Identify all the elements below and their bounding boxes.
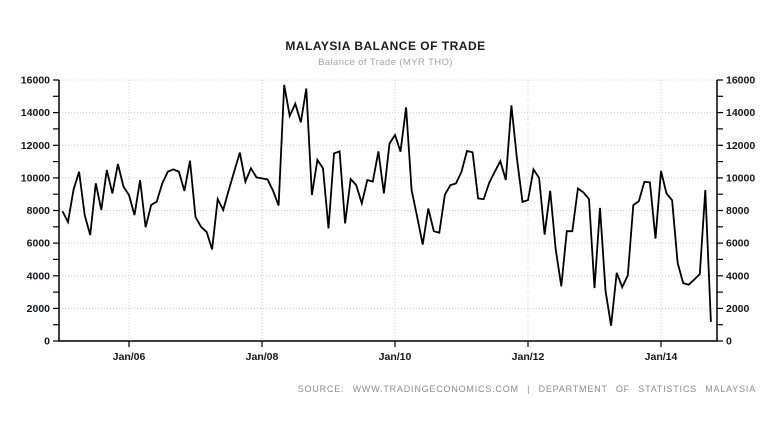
svg-text:14000: 14000 (726, 107, 755, 119)
svg-text:6000: 6000 (726, 238, 750, 250)
svg-text:Jan/10: Jan/10 (379, 351, 412, 363)
svg-text:Jan/08: Jan/08 (246, 351, 279, 363)
svg-text:8000: 8000 (726, 205, 750, 217)
svg-text:2000: 2000 (726, 303, 750, 315)
svg-text:14000: 14000 (21, 107, 50, 119)
svg-text:10000: 10000 (726, 172, 755, 184)
x-tick-labels: Jan/06 Jan/08 Jan/10 Jan/12 Jan/14 (113, 351, 678, 363)
svg-text:6000: 6000 (27, 238, 51, 250)
svg-text:0: 0 (44, 336, 50, 348)
svg-text:Jan/14: Jan/14 (645, 351, 678, 363)
svg-text:4000: 4000 (726, 270, 750, 282)
x-ticks (128, 341, 662, 347)
source-text: SOURCE: WWW.TRADINGECONOMICS.COM | DEPAR… (297, 384, 756, 394)
svg-text:12000: 12000 (21, 140, 50, 152)
chart-subtitle: Balance of Trade (MYR THO) (318, 57, 453, 68)
svg-text:Jan/06: Jan/06 (113, 351, 146, 363)
y-ticks (53, 79, 723, 342)
trade-balance-line (61, 84, 712, 326)
chart-title: MALAYSIA BALANCE OF TRADE (285, 39, 486, 53)
svg-text:12000: 12000 (726, 140, 755, 152)
svg-text:16000: 16000 (726, 75, 755, 87)
svg-text:0: 0 (726, 336, 732, 348)
svg-text:Jan/12: Jan/12 (512, 351, 545, 363)
svg-text:10000: 10000 (21, 172, 50, 184)
svg-text:16000: 16000 (21, 75, 50, 87)
svg-text:2000: 2000 (27, 303, 51, 315)
axes (58, 80, 718, 342)
y-tick-labels: 0 0 2000 2000 4000 4000 6000 6000 8000 8000 10000 1… (21, 75, 756, 348)
svg-text:4000: 4000 (27, 270, 51, 282)
y-gridlines (59, 79, 717, 342)
svg-text:8000: 8000 (27, 205, 51, 217)
